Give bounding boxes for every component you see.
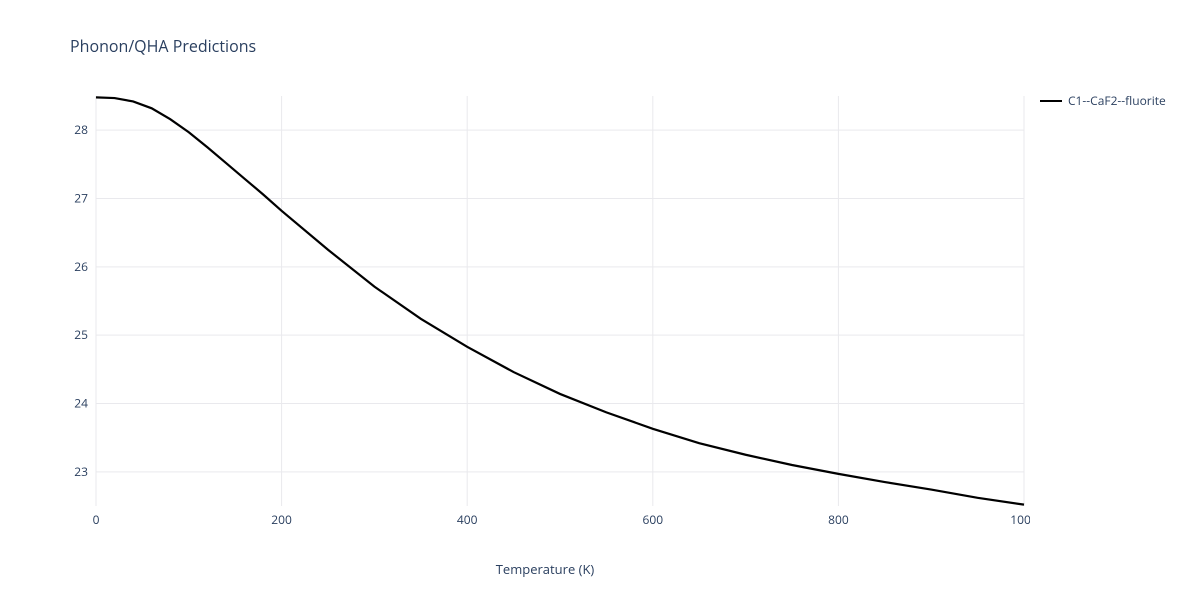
svg-text:28: 28 xyxy=(74,121,88,138)
plot-area[interactable]: 0 200 400 600 800 1000 23 24 25 26 27 28 xyxy=(60,90,1030,530)
svg-text:0: 0 xyxy=(93,511,100,528)
svg-text:24: 24 xyxy=(74,395,88,412)
x-axis-label: Temperature (K) xyxy=(496,560,595,578)
svg-text:1000: 1000 xyxy=(1010,511,1030,528)
chart-container: Phonon/QHA Predictions Bulk modulus (GPa… xyxy=(0,0,1200,600)
chart-title: Phonon/QHA Predictions xyxy=(70,35,256,57)
legend[interactable]: C1--CaF2--fluorite xyxy=(1040,92,1166,109)
svg-text:600: 600 xyxy=(643,511,664,528)
svg-text:23: 23 xyxy=(74,463,88,480)
legend-item-label: C1--CaF2--fluorite xyxy=(1068,92,1166,109)
svg-text:26: 26 xyxy=(74,258,88,275)
chart-svg: 0 200 400 600 800 1000 23 24 25 26 27 28 xyxy=(60,90,1030,530)
legend-swatch xyxy=(1040,100,1062,102)
svg-text:800: 800 xyxy=(828,511,849,528)
svg-text:200: 200 xyxy=(271,511,292,528)
svg-text:27: 27 xyxy=(74,190,88,207)
svg-text:400: 400 xyxy=(457,511,478,528)
svg-text:25: 25 xyxy=(74,326,88,343)
